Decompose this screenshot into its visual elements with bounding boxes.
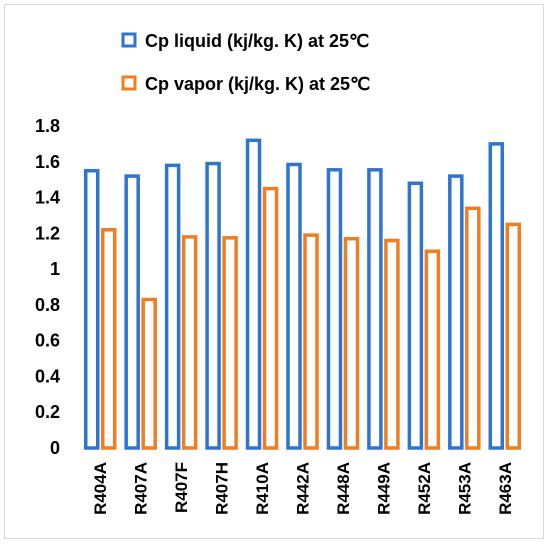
x-axis: R404A R407A R407F R407H R410A R442A R448A R449A…	[91, 462, 515, 515]
y-tick-label: 0.4	[35, 366, 60, 386]
bar-liquid	[488, 142, 505, 450]
bar-vapor	[505, 222, 522, 450]
y-tick-label: 0.2	[35, 402, 60, 422]
legend: Cp liquid (kj/kg. K) at 25℃ Cp vapor (kj…	[121, 31, 370, 94]
bar-vapor	[384, 238, 400, 450]
bar-liquid	[286, 162, 302, 450]
bar-liquid	[83, 168, 100, 450]
x-category-label: R404A	[91, 462, 110, 515]
bar-liquid	[245, 138, 262, 450]
y-tick-label: 0.6	[35, 331, 60, 351]
bar-vapor	[303, 233, 319, 450]
x-category-label: R410A	[253, 462, 272, 515]
legend-entry-vapor: Cp vapor (kj/kg. K) at 25℃	[121, 74, 370, 94]
bar-vapor	[465, 206, 481, 450]
y-tick-label: 1.4	[35, 188, 60, 208]
y-tick-label: 0	[50, 438, 60, 458]
bars	[83, 138, 522, 450]
legend-swatch-vapor	[121, 75, 137, 91]
bar-vapor	[262, 186, 279, 450]
legend-entry-liquid: Cp liquid (kj/kg. K) at 25℃	[121, 31, 369, 51]
legend-label-vapor: Cp vapor (kj/kg. K) at 25℃	[145, 74, 370, 94]
bar-liquid	[448, 174, 464, 450]
bar-liquid	[326, 168, 343, 450]
x-category-label: R448A	[334, 462, 353, 515]
y-tick-label: 1.6	[35, 152, 60, 172]
y-axis: 0 0.2 0.4 0.6 0.8 1 1.2 1.4 1.6 1.8	[35, 116, 60, 458]
x-category-label: R407F	[172, 462, 191, 513]
x-category-label: R449A	[374, 462, 393, 515]
bar-liquid	[124, 174, 140, 450]
x-category-label: R407H	[213, 462, 232, 515]
x-category-label: R442A	[294, 462, 313, 515]
bar-vapor	[181, 235, 198, 450]
y-tick-label: 1.8	[35, 116, 60, 136]
x-category-label: R452A	[415, 462, 434, 515]
legend-label-liquid: Cp liquid (kj/kg. K) at 25℃	[145, 31, 369, 51]
bar-vapor	[141, 297, 157, 450]
x-category-label: R463A	[496, 462, 515, 515]
bar-vapor	[424, 249, 441, 450]
bar-vapor	[222, 236, 238, 450]
bar-liquid	[205, 161, 221, 450]
bar-liquid	[407, 181, 424, 450]
x-category-label: R407A	[132, 462, 151, 515]
bar-vapor	[343, 236, 360, 450]
bar-liquid	[164, 163, 181, 450]
legend-swatch-liquid	[121, 32, 137, 48]
y-tick-label: 1.2	[35, 223, 60, 243]
y-tick-label: 0.8	[35, 295, 60, 315]
bar-vapor	[100, 228, 117, 450]
y-tick-label: 1	[50, 259, 60, 279]
bar-liquid	[367, 168, 383, 450]
x-category-label: R453A	[455, 462, 474, 515]
